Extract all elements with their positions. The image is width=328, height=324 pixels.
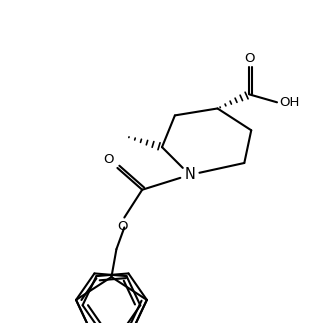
Text: OH: OH <box>279 96 299 109</box>
Text: O: O <box>103 153 113 166</box>
Text: N: N <box>184 168 195 182</box>
Text: O: O <box>117 219 128 233</box>
Text: O: O <box>244 52 255 64</box>
